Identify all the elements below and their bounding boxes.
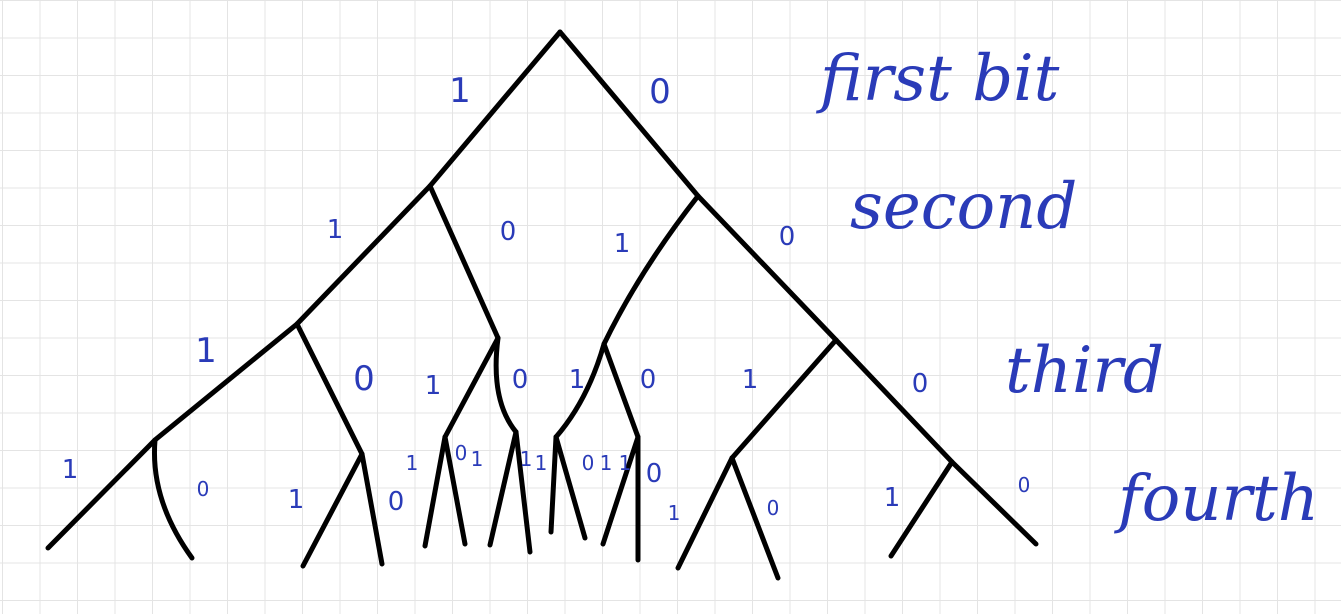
- edge-000-1: [888, 459, 955, 559]
- bit-label-l3-zero-d: 0: [912, 369, 929, 399]
- bit-label-l3-zero-b: 0: [512, 365, 529, 395]
- level-label-second: second: [850, 170, 1077, 244]
- bit-label-l4-one-d: 1: [471, 447, 484, 471]
- bit-label-l4-zero-e: 0: [646, 459, 663, 489]
- bit-label-l1-zero: 0: [649, 72, 671, 112]
- edge-1-0: [427, 183, 501, 341]
- bit-label-l1-one: 1: [449, 71, 471, 111]
- bit-label-l4-one-c: 1: [406, 451, 419, 475]
- edge-01-0: [601, 341, 641, 440]
- bit-label-l4-one-g: 1: [600, 451, 613, 475]
- level-label-third: third: [1005, 334, 1164, 408]
- edge-110-1: [300, 451, 365, 569]
- bit-label-l2-zero-b: 0: [779, 222, 796, 252]
- level-label-first-bit: first bit: [816, 42, 1060, 116]
- edge-0-1: [601, 193, 701, 347]
- bit-label-l4-zero-d: 0: [582, 451, 595, 475]
- edge-001-1: [675, 455, 735, 571]
- bit-label-l3-zero-c: 0: [640, 365, 657, 395]
- bit-label-l2-one-a: 1: [327, 215, 344, 245]
- bit-label-l3-one-b: 1: [425, 371, 442, 401]
- bit-label-l4-one-j: 1: [884, 483, 901, 513]
- bit-label-l2-one-b: 1: [614, 229, 631, 259]
- bit-label-l4-one-i: 1: [668, 501, 681, 525]
- edge-11-0: [294, 321, 365, 457]
- level-4-edges: [151, 429, 955, 581]
- edge-011-1: [548, 434, 559, 535]
- edge-100-1: [487, 429, 519, 548]
- bit-label-l4-one-f: 1: [535, 451, 548, 475]
- level-3-edges: [294, 321, 839, 461]
- edge-111-0: [151, 437, 195, 561]
- level-label-fourth: fourth: [1114, 462, 1319, 536]
- level-2-edges: [427, 183, 701, 347]
- bit-label-l3-zero-a: 0: [353, 359, 375, 399]
- bit-label-l3-one-a: 1: [195, 331, 217, 371]
- edge-100-0: [513, 429, 533, 555]
- edge-10-0: [493, 335, 519, 435]
- edge-110-0: [359, 451, 385, 567]
- edge-011-0: [553, 434, 588, 541]
- bit-label-l4-one-a: 1: [62, 455, 79, 485]
- bit-label-l4-zero-g: 0: [1018, 473, 1031, 497]
- bit-label-l4-one-b: 1: [288, 485, 305, 515]
- edge-010-1: [600, 434, 641, 547]
- bit-label-l4-zero-c: 0: [455, 441, 468, 465]
- bit-label-l4-zero-a: 0: [197, 477, 210, 501]
- bit-label-l4-zero-f: 0: [767, 496, 780, 520]
- bit-label-l2-zero-a: 0: [500, 217, 517, 247]
- bit-label-l4-one-h: 1: [619, 451, 632, 475]
- edge-01-1: [553, 341, 607, 440]
- edge-101-0: [442, 434, 468, 547]
- edge-101-1: [422, 434, 448, 549]
- bit-label-l4-zero-b: 0: [388, 487, 405, 517]
- bit-label-l3-one-c: 1: [569, 365, 586, 395]
- edge-001-0: [729, 455, 781, 581]
- edge-00-1: [729, 337, 839, 461]
- bit-label-l3-one-d: 1: [742, 365, 759, 395]
- bit-label-l4-one-e: 1: [520, 447, 533, 471]
- edge-10-1: [442, 335, 501, 440]
